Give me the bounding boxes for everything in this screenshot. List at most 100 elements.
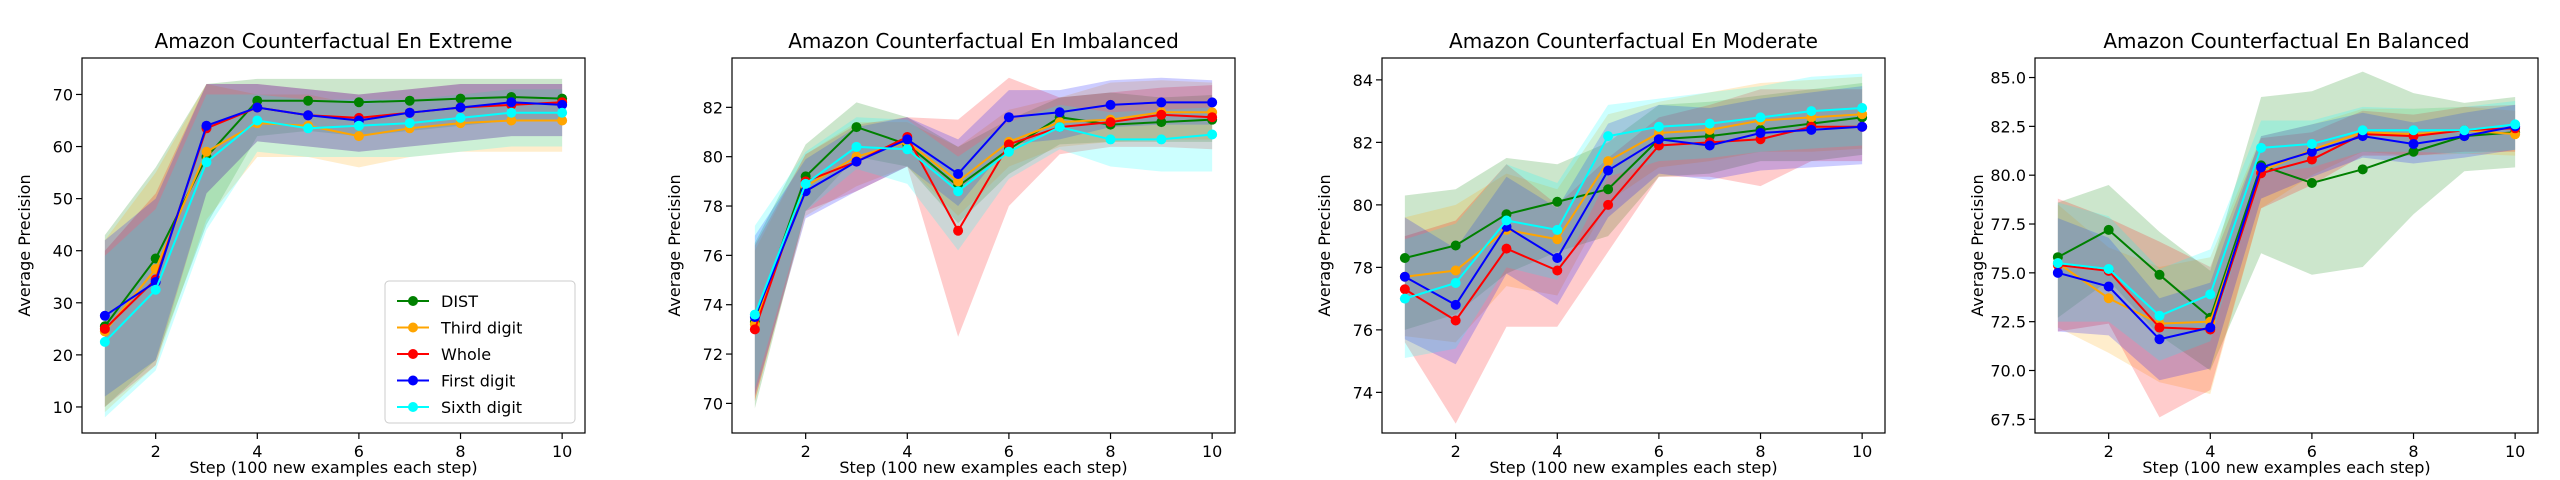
y-tick-label: 80.0 bbox=[1990, 166, 2026, 185]
point-sixth-digit-6 bbox=[1653, 121, 1664, 132]
x-axis-label: Step (100 new examples each step) bbox=[1489, 458, 1777, 477]
series-line-dist bbox=[104, 96, 563, 327]
point-dist-3 bbox=[2154, 269, 2165, 280]
point-third-digit-5 bbox=[1603, 156, 1614, 167]
point-whole-6 bbox=[2306, 154, 2317, 165]
point-first-digit-9 bbox=[1156, 97, 1167, 108]
chart-panel-balanced: 2 4 6 8 10 67.5 70.0 72.5 75.0 77.5 80.0 82.5 85.0 Am… bbox=[1968, 29, 2539, 477]
point-sixth-digit-8 bbox=[1755, 112, 1766, 123]
point-whole-10 bbox=[1207, 112, 1218, 123]
point-third-digit-9 bbox=[506, 115, 517, 126]
point-whole-5 bbox=[1603, 199, 1614, 210]
point-sixth-digit-7 bbox=[404, 118, 415, 129]
point-third-digit-10 bbox=[557, 115, 568, 126]
point-sixth-digit-1 bbox=[2052, 258, 2063, 269]
x-tick-label: 2 bbox=[1451, 442, 1461, 461]
y-tick-label: 74 bbox=[1353, 383, 1373, 402]
legend-label: First digit bbox=[441, 372, 515, 391]
point-first-digit-10 bbox=[1857, 121, 1868, 132]
point-dist-1 bbox=[1399, 253, 1410, 263]
point-sixth-digit-5 bbox=[2256, 142, 2267, 153]
point-first-digit-3 bbox=[2154, 334, 2165, 345]
x-tick-label: 4 bbox=[1552, 442, 1562, 461]
x-tick-label: 8 bbox=[455, 442, 465, 461]
x-tick-label: 6 bbox=[1654, 442, 1664, 461]
point-first-digit-5 bbox=[1603, 165, 1614, 176]
chart-panel-extreme: 2 4 6 8 10 10 20 30 40 50 60 70 Amazon Counterfactua… bbox=[15, 29, 586, 477]
series-line-third-digit bbox=[104, 119, 563, 333]
point-first-digit-5 bbox=[303, 110, 314, 121]
point-first-digit-1 bbox=[99, 310, 110, 321]
series-line-sixth-digit bbox=[753, 126, 1213, 315]
y-tick-label: 76 bbox=[703, 246, 723, 265]
legend-swatch-marker bbox=[408, 402, 418, 412]
legend-swatch-marker bbox=[408, 296, 418, 306]
band-dist bbox=[104, 78, 563, 407]
legend-item-dist: DIST bbox=[397, 292, 478, 311]
x-tick-label: 8 bbox=[2408, 442, 2418, 461]
chart-title: Amazon Counterfactual En Balanced bbox=[2103, 29, 2469, 53]
y-axis-label: Average Precision bbox=[15, 174, 34, 316]
point-whole-1 bbox=[749, 324, 760, 335]
point-dist-8 bbox=[455, 93, 466, 104]
y-tick-label: 85.0 bbox=[1990, 69, 2026, 88]
y-axis-label: Average Precision bbox=[1968, 174, 1987, 316]
point-sixth-digit-4 bbox=[252, 115, 263, 126]
x-tick-label: 10 bbox=[1852, 442, 1872, 461]
point-sixth-digit-6 bbox=[2306, 138, 2317, 149]
point-sixth-digit-3 bbox=[201, 157, 212, 168]
point-first-digit-8 bbox=[455, 102, 466, 113]
point-sixth-digit-10 bbox=[1207, 129, 1218, 140]
point-sixth-digit-3 bbox=[851, 141, 862, 152]
point-dist-2 bbox=[1450, 240, 1461, 251]
series-line-whole bbox=[1404, 125, 1863, 322]
x-tick-label: 10 bbox=[1202, 442, 1222, 461]
legend-swatch-marker bbox=[408, 322, 418, 333]
x-tick-label: 2 bbox=[801, 442, 811, 461]
band-sixth-digit bbox=[2057, 100, 2516, 361]
y-tick-label: 78 bbox=[1353, 258, 1373, 277]
y-tick-label: 82 bbox=[703, 98, 723, 117]
series-line-dist bbox=[753, 116, 1213, 323]
x-tick-label: 6 bbox=[2307, 442, 2317, 461]
point-first-digit-1 bbox=[1399, 271, 1410, 282]
y-tick-label: 50 bbox=[53, 190, 73, 209]
y-tick-label: 20 bbox=[53, 346, 73, 365]
band-whole bbox=[104, 84, 563, 407]
point-dist-6 bbox=[353, 97, 364, 108]
axes-frame bbox=[1381, 57, 1886, 434]
band-dist bbox=[2057, 71, 2516, 371]
y-axis-label: Average Precision bbox=[1315, 174, 1334, 316]
band-third-digit bbox=[104, 84, 563, 413]
point-whole-8 bbox=[1105, 117, 1116, 128]
series-line-sixth-digit bbox=[2057, 123, 2516, 317]
point-first-digit-7 bbox=[404, 107, 415, 118]
plot-area bbox=[99, 78, 568, 418]
band-first-digit bbox=[1404, 86, 1863, 365]
point-first-digit-8 bbox=[1755, 128, 1766, 138]
chart-panel-imbalanced: 2 4 6 8 10 70 72 74 76 78 80 82 Amazon Counterfactua… bbox=[665, 29, 1236, 477]
point-first-digit-3 bbox=[201, 120, 212, 131]
y-tick-label: 84 bbox=[1353, 71, 1373, 90]
point-dist-6 bbox=[2306, 178, 2317, 188]
y-tick-label: 40 bbox=[53, 242, 73, 261]
point-dist-9 bbox=[1156, 117, 1167, 128]
y-tick-label: 30 bbox=[53, 294, 73, 313]
axes-frame bbox=[2034, 57, 2539, 434]
band-dist bbox=[1404, 83, 1863, 330]
legend-swatch-marker bbox=[408, 349, 418, 359]
y-tick-label: 70 bbox=[53, 85, 73, 104]
point-sixth-digit-10 bbox=[1857, 103, 1868, 113]
chart-title: Amazon Counterfactual En Extreme bbox=[155, 29, 513, 53]
x-tick-label: 2 bbox=[151, 442, 161, 461]
y-tick-label: 67.5 bbox=[1990, 410, 2026, 429]
legend-box bbox=[384, 280, 576, 424]
point-sixth-digit-10 bbox=[557, 107, 568, 118]
x-tick-label: 6 bbox=[354, 442, 364, 461]
y-tick-label: 78 bbox=[703, 197, 723, 216]
point-sixth-digit-7 bbox=[1054, 122, 1065, 133]
point-whole-1 bbox=[1399, 284, 1410, 295]
point-sixth-digit-6 bbox=[353, 120, 364, 131]
legend-label: Third digit bbox=[440, 319, 522, 338]
series-line-first-digit bbox=[2057, 125, 2516, 341]
